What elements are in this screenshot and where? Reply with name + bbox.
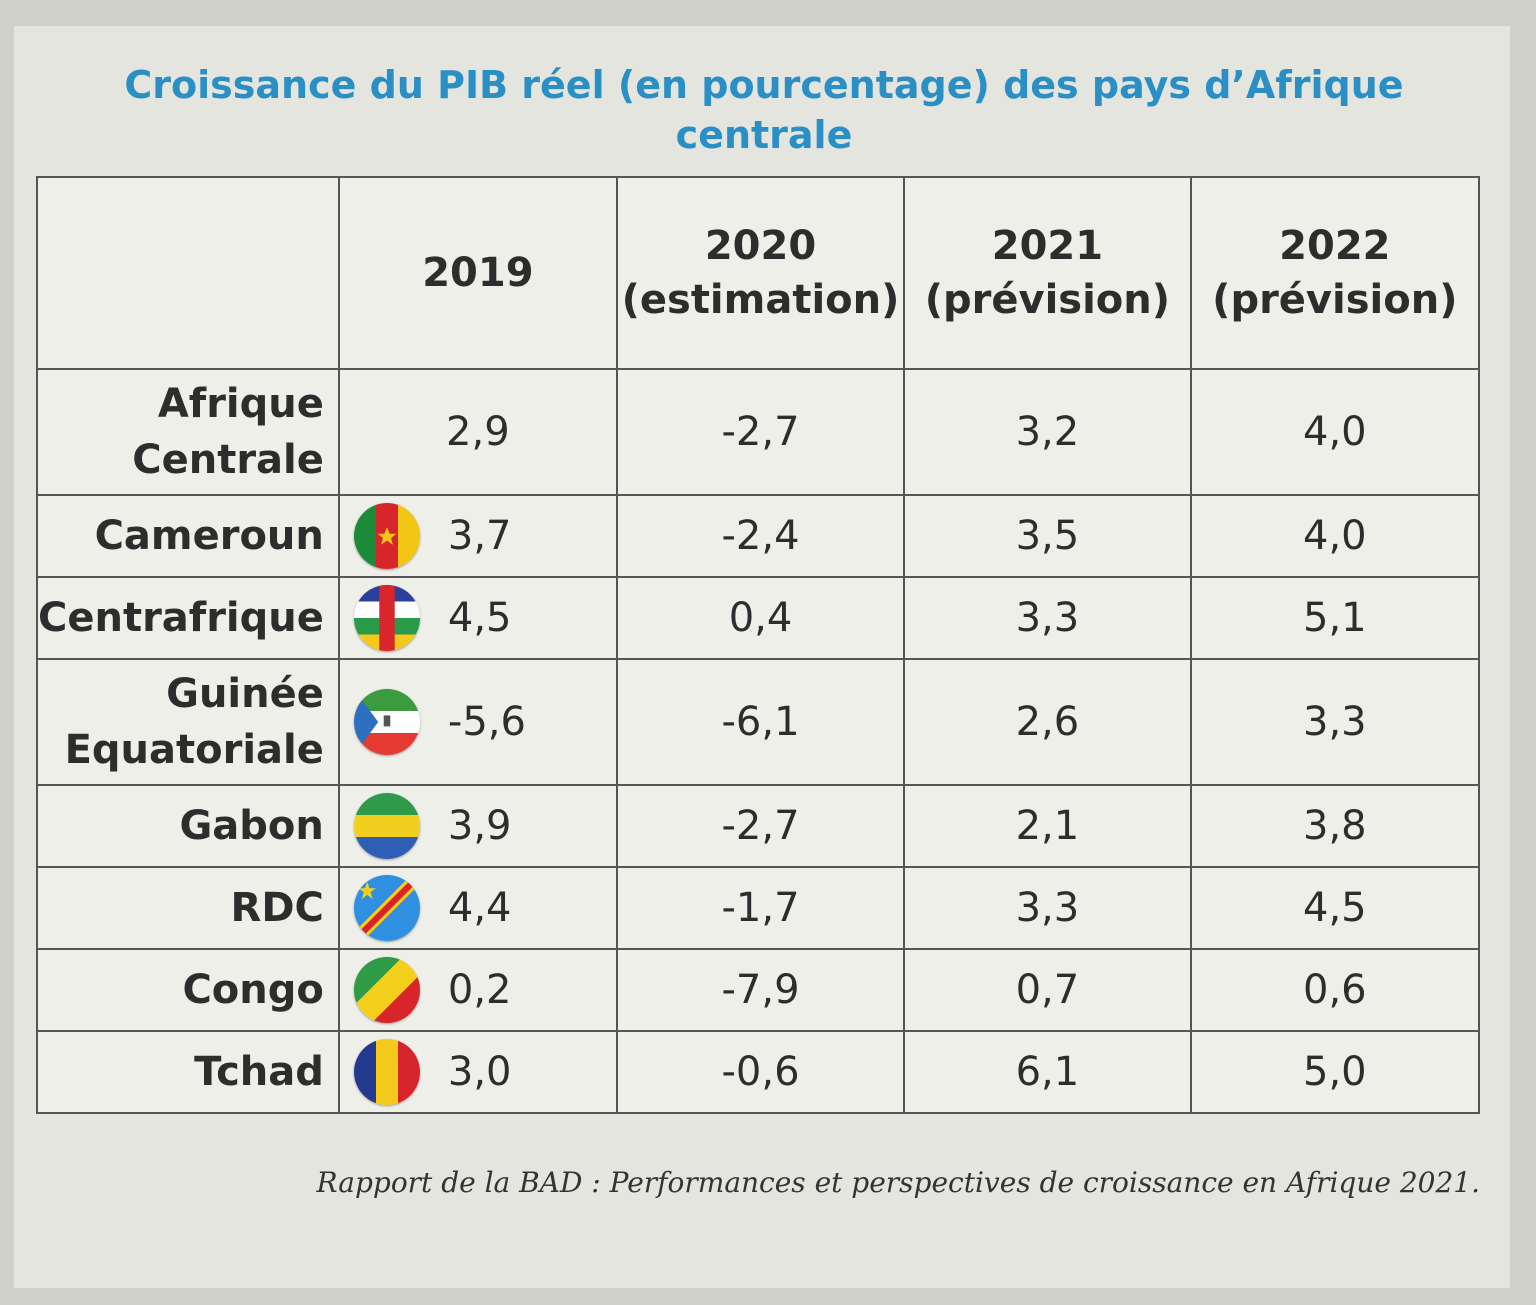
chad-flag-icon bbox=[353, 1039, 420, 1105]
value-2019: 3,0 bbox=[447, 1049, 512, 1095]
country-name: Congo bbox=[36, 948, 340, 1032]
value-2022: 4,0 bbox=[1189, 494, 1481, 578]
value-2021: 3,3 bbox=[903, 866, 1192, 950]
value-2021: 3,5 bbox=[903, 494, 1192, 578]
table-row: RDC 4,4 -1,7 3,3 4,5 bbox=[36, 866, 1481, 950]
country-name: Tchad bbox=[36, 1030, 340, 1114]
country-name: Afrique Centrale bbox=[36, 368, 340, 496]
source-citation: Rapport de la BAD : Performances et pers… bbox=[316, 1166, 1480, 1199]
value-2020: -0,6 bbox=[615, 1030, 906, 1114]
value-2021: 6,1 bbox=[903, 1030, 1192, 1114]
header-2021: 2021 (prévision) bbox=[903, 176, 1192, 370]
cameroon-flag-icon bbox=[353, 503, 420, 569]
value-2019-cell: 3,9 bbox=[337, 784, 618, 868]
value-2022: 3,8 bbox=[1189, 784, 1481, 868]
value-2019: 4,5 bbox=[447, 595, 512, 641]
country-name: Cameroun bbox=[36, 494, 340, 578]
value-2021: 3,3 bbox=[903, 576, 1192, 660]
country-name: Guinée Equatoriale bbox=[36, 658, 340, 786]
value-2019: 0,2 bbox=[447, 967, 512, 1013]
congo-flag-icon bbox=[353, 957, 420, 1023]
value-2019: 2,9 bbox=[337, 368, 618, 496]
value-2020: -2,7 bbox=[615, 368, 906, 496]
value-2022: 5,1 bbox=[1189, 576, 1481, 660]
value-2021: 2,1 bbox=[903, 784, 1192, 868]
central-african-republic-flag-icon bbox=[353, 585, 420, 651]
value-2022: 3,3 bbox=[1189, 658, 1481, 786]
value-2022: 4,0 bbox=[1189, 368, 1481, 496]
value-2019: 3,7 bbox=[447, 513, 512, 559]
value-2019: 4,4 bbox=[447, 885, 512, 931]
gdp-growth-table: 2019 2020 (estimation) 2021 (prévision) … bbox=[36, 176, 1481, 1114]
value-2019-cell: 0,2 bbox=[337, 948, 618, 1032]
value-2020: -2,7 bbox=[615, 784, 906, 868]
country-name: Gabon bbox=[36, 784, 340, 868]
gabon-flag-icon bbox=[353, 793, 420, 859]
value-2019-cell: 3,7 bbox=[337, 494, 618, 578]
value-2019-cell: 4,4 bbox=[337, 866, 618, 950]
table-row: Afrique Centrale 2,9 -2,7 3,2 4,0 bbox=[36, 368, 1481, 496]
header-empty-cell bbox=[36, 176, 340, 370]
table-row: Centrafrique 4,5 0,4 3,3 5,1 bbox=[36, 576, 1481, 660]
header-2022: 2022 (prévision) bbox=[1189, 176, 1481, 370]
header-row: 2019 2020 (estimation) 2021 (prévision) … bbox=[36, 176, 1481, 370]
table-title: Croissance du PIB réel (en pourcentage) … bbox=[124, 63, 1404, 157]
value-2020: 0,4 bbox=[615, 576, 906, 660]
value-2022: 4,5 bbox=[1189, 866, 1481, 950]
country-name: Centrafrique bbox=[36, 576, 340, 660]
table-row: Gabon 3,9 -2,7 2,1 3,8 bbox=[36, 784, 1481, 868]
value-2021: 3,2 bbox=[903, 368, 1192, 496]
value-2019-cell: -5,6 bbox=[337, 658, 618, 786]
table-row: Tchad 3,0 -0,6 6,1 5,0 bbox=[36, 1030, 1481, 1114]
country-name: RDC bbox=[36, 866, 340, 950]
value-2021: 0,7 bbox=[903, 948, 1192, 1032]
value-2022: 5,0 bbox=[1189, 1030, 1481, 1114]
value-2020: -6,1 bbox=[615, 658, 906, 786]
value-2019-cell: 4,5 bbox=[337, 576, 618, 660]
equatorial-guinea-flag-icon bbox=[353, 689, 420, 755]
value-2020: -1,7 bbox=[615, 866, 906, 950]
header-2019: 2019 bbox=[337, 176, 618, 370]
drc-flag-icon bbox=[353, 875, 420, 941]
value-2020: -2,4 bbox=[615, 494, 906, 578]
value-2020: -7,9 bbox=[615, 948, 906, 1032]
value-2022: 0,6 bbox=[1189, 948, 1481, 1032]
table-row: Congo 0,2 -7,9 0,7 0,6 bbox=[36, 948, 1481, 1032]
value-2019-cell: 3,0 bbox=[337, 1030, 618, 1114]
header-2020: 2020 (estimation) bbox=[615, 176, 906, 370]
table-row: Cameroun 3,7 -2,4 3,5 4,0 bbox=[36, 494, 1481, 578]
document-page: Croissance du PIB réel (en pourcentage) … bbox=[14, 26, 1510, 1288]
value-2019: -5,6 bbox=[447, 699, 526, 745]
value-2019: 3,9 bbox=[447, 803, 512, 849]
table-row: Guinée Equatoriale -5,6 -6,1 2,6 3,3 bbox=[36, 658, 1481, 786]
value-2021: 2,6 bbox=[903, 658, 1192, 786]
